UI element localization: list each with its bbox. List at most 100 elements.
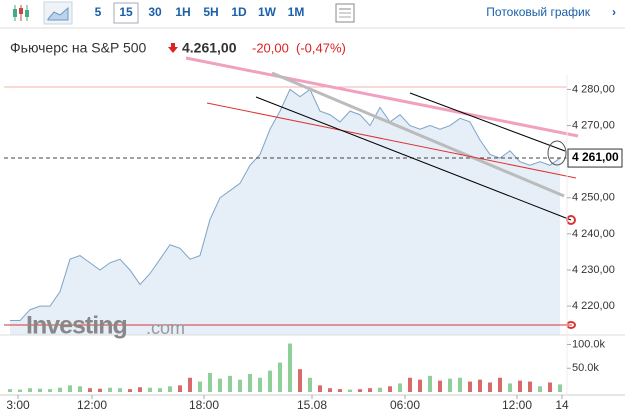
volume-bar (68, 385, 72, 392)
volume-bar (268, 370, 272, 392)
volume-bar (318, 385, 322, 392)
volume-bar (308, 377, 312, 392)
volume-bar (478, 379, 482, 392)
volume-bar (198, 381, 202, 392)
trendline (206, 102, 577, 179)
x-tick-label: 3:00 (6, 398, 30, 412)
trendline (255, 96, 572, 221)
area-icon[interactable] (43, 1, 73, 25)
x-tick-label: 12:00 (77, 398, 107, 412)
volume-bar (538, 386, 542, 392)
watermark: Investing (26, 312, 127, 340)
volume-bar (338, 389, 342, 392)
volume-bar (108, 387, 112, 392)
volume-bar (508, 383, 512, 392)
stream-link[interactable]: Потоковый график (486, 5, 590, 19)
volume-bar (388, 386, 392, 392)
volume-bar (78, 386, 82, 392)
volume-bar (228, 375, 232, 392)
volume-bar (258, 377, 262, 392)
interval-button[interactable]: 1M (288, 5, 305, 19)
down-arrow (168, 43, 178, 53)
y-tick-label: 4 220,00 (572, 300, 615, 312)
volume-bar (98, 388, 102, 392)
interval-button[interactable]: 1W (258, 5, 277, 19)
vol-tick-label: 100.0k (572, 338, 606, 350)
interval-button[interactable]: 5 (95, 5, 102, 19)
y-tick-label: 4 240,00 (572, 228, 615, 240)
y-tick-label: 4 250,00 (572, 192, 615, 204)
volume-bar (488, 382, 492, 392)
last-price-box (567, 148, 623, 168)
volume-bar (128, 389, 132, 392)
volume-bar (408, 377, 412, 392)
x-tick-label: 14 (555, 398, 569, 412)
instrument-name: Фьючерс на S&P 500 (10, 40, 147, 56)
volume-bar (188, 377, 192, 392)
volume-bar (208, 373, 212, 392)
volume-bar (168, 386, 172, 392)
volume-bar (18, 389, 22, 392)
volume-bar (528, 381, 532, 392)
vol-tick-label: 50.0k (572, 362, 599, 374)
last-price-label: 4 261,00 (572, 150, 619, 164)
volume-bar (348, 389, 352, 392)
y-tick-label: 4 280,00 (572, 83, 615, 95)
volume-bar (88, 388, 92, 392)
volume-bar (148, 387, 152, 392)
volume-bar (518, 380, 522, 392)
volume-bar (38, 388, 42, 392)
volume-bar (398, 383, 402, 392)
change-percent: (-0,47%) (296, 40, 346, 55)
volume-bar (118, 388, 122, 392)
interval-button[interactable]: 15 (119, 5, 133, 19)
candle-icon[interactable] (13, 5, 29, 21)
volume-bar (358, 389, 362, 392)
volume-bar (498, 377, 502, 392)
interval-button[interactable]: 1D (231, 5, 247, 19)
volume-bar (48, 389, 52, 392)
volume-bar (368, 388, 372, 392)
y-tick-label: 4 230,00 (572, 264, 615, 276)
volume-bar (288, 343, 292, 392)
area-fill (10, 89, 560, 335)
interval-button[interactable]: 1H (175, 5, 190, 19)
x-tick-label: 12:00 (502, 398, 532, 412)
volume-bar (8, 389, 12, 392)
handle (547, 140, 567, 166)
active-interval-box (113, 2, 139, 24)
watermark: .com (146, 318, 185, 338)
volume-bar (458, 377, 462, 392)
x-tick-label: 18:00 (189, 398, 219, 412)
price: 4.261,00 (182, 40, 237, 56)
volume-bar (558, 384, 562, 392)
price-line (10, 88, 561, 322)
volume-bar (158, 388, 162, 392)
volume-bar (428, 375, 432, 392)
volume-bar (418, 379, 422, 392)
volume-bar (248, 373, 252, 392)
volume-bar (298, 369, 302, 392)
link-arrow: › (612, 5, 616, 19)
volume-bar (468, 381, 472, 392)
volume-bar (278, 362, 282, 392)
y-tick-label: 4 270,00 (572, 119, 615, 131)
volume-bar (178, 385, 182, 392)
volume-bar (328, 388, 332, 392)
change: -20,00 (252, 40, 289, 55)
volume-bar (58, 387, 62, 392)
volume-bar (28, 388, 32, 392)
volume-bar (448, 378, 452, 392)
trendline (185, 56, 579, 138)
volume-bar (238, 379, 242, 392)
volume-bar (548, 382, 552, 392)
interval-button[interactable]: 30 (148, 5, 162, 19)
trendline (409, 92, 566, 152)
volume-bar (138, 387, 142, 392)
interval-button[interactable]: 5H (203, 5, 218, 19)
x-tick-label: 06:00 (390, 398, 420, 412)
x-tick-label: 15.08 (297, 398, 327, 412)
volume-bar (438, 380, 442, 392)
table-icon[interactable] (335, 3, 355, 23)
